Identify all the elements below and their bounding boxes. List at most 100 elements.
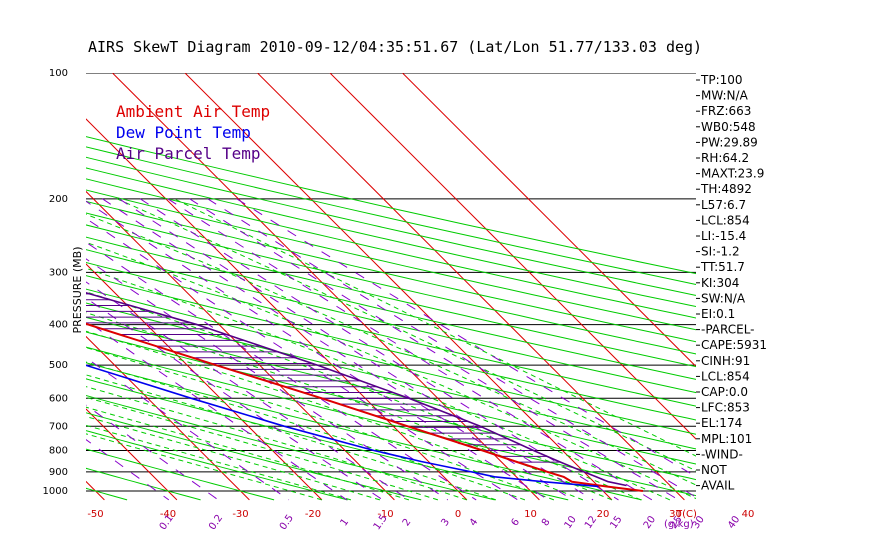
stability-index: L57:6.7 <box>701 198 746 212</box>
dry-adiabats <box>86 136 696 501</box>
mixing-ratio-label: 0.2 <box>207 513 225 532</box>
legend: Ambient Air Temp Dew Point Temp Air Parc… <box>116 102 270 163</box>
moist-adiabat-line <box>116 198 696 472</box>
dry-adiabat-line <box>86 467 201 501</box>
dry-adiabat-line <box>86 331 696 481</box>
mixing-ratio-line <box>86 319 348 501</box>
isotherm-line <box>329 73 696 440</box>
bottom-tick-label: -40 <box>160 509 176 520</box>
dry-adiabat-line <box>86 167 696 308</box>
moist-adiabat-line <box>86 374 497 501</box>
mixing-ratio-line <box>189 198 679 501</box>
isotherm-line <box>86 335 250 501</box>
mixing-ratio-line <box>86 258 449 501</box>
dry-adiabat-line <box>86 189 696 331</box>
isotherm-line <box>402 73 696 368</box>
mixing-ratio-line <box>86 404 219 501</box>
stability-index: EL:174 <box>701 416 742 430</box>
bottom-tick-label: 20 <box>597 509 610 520</box>
legend-air-parcel-temp: Air Parcel Temp <box>116 144 261 163</box>
dry-adiabat-line <box>86 146 696 285</box>
dry-adiabat-line <box>86 136 696 275</box>
dry-adiabat-line <box>86 316 696 465</box>
mixing-ratio-line <box>86 438 170 501</box>
moist-adiabats <box>86 198 696 501</box>
stability-index: LCL:854 <box>701 213 750 227</box>
stability-index: -WIND- <box>701 447 743 461</box>
stability-index: TH:4892 <box>700 182 752 196</box>
stability-index: TT:51.7 <box>700 260 745 274</box>
mixing-ratio-label: 15 <box>608 514 624 531</box>
dry-adiabat-line <box>86 200 696 343</box>
dry-adiabat-line <box>86 249 696 394</box>
dry-adiabat-line <box>86 275 696 421</box>
stability-index: SW:N/A <box>701 291 746 305</box>
dry-adiabat-line <box>86 430 348 501</box>
moist-adiabat-line <box>86 386 468 501</box>
bottom-tick-label: 0 <box>455 509 461 520</box>
dry-adiabat-line <box>86 302 696 450</box>
stability-index: SI:-1.2 <box>701 245 740 259</box>
mixing-ratio-line <box>207 198 696 498</box>
mixing-ratio-lines <box>86 198 696 501</box>
dry-adiabat-line <box>86 224 696 368</box>
isotherm-line <box>86 263 323 501</box>
dry-adiabat-line <box>86 178 696 319</box>
y-tick-label: 300 <box>49 267 68 278</box>
mixing-ratio-label: 40 <box>726 514 742 531</box>
dry-adiabat-line <box>86 412 422 501</box>
dry-adiabat-line <box>86 212 696 355</box>
dry-adiabat-line <box>86 362 642 501</box>
stability-index: MPL:101 <box>701 432 752 446</box>
ambient-air-temp-line <box>86 322 644 492</box>
bottom-tick-label: -30 <box>232 509 248 520</box>
y-tick-label: 1000 <box>43 486 68 497</box>
mixing-ratio-label: 1 <box>339 517 352 529</box>
y-tick-label: 900 <box>49 467 68 478</box>
mixing-ratio-label: 3 <box>439 517 452 529</box>
mixing-ratio-line <box>86 200 549 501</box>
mixing-ratio-label: 8 <box>540 517 553 529</box>
stability-index: PW:29.89 <box>701 135 758 149</box>
mixing-ratio-label: 4 <box>468 517 481 529</box>
plot-area <box>0 73 696 501</box>
y-tick-label: 400 <box>49 320 68 331</box>
stability-index: MW:N/A <box>701 89 749 103</box>
bottom-tick-label: -50 <box>87 509 103 520</box>
mixing-ratio-label: 6 <box>509 517 522 529</box>
profile-series <box>86 291 644 492</box>
y-tick-labels: 100 200 300 400 500 600 700 800 900 1000 <box>43 68 68 497</box>
isotherm-line <box>257 73 685 501</box>
stability-index: WB0:548 <box>701 120 756 134</box>
stability-index: MAXT:23.9 <box>701 167 764 181</box>
mixing-ratio-label: 20 <box>642 514 658 531</box>
dry-adiabat-line <box>86 156 696 296</box>
y-tick-label: 600 <box>49 393 68 404</box>
dry-adiabat-line <box>86 236 696 380</box>
y-tick-label: 700 <box>49 421 68 432</box>
mixing-ratio-line <box>167 198 653 501</box>
moist-adiabat-line <box>174 198 696 457</box>
stability-index: EI:0.1 <box>701 307 735 321</box>
stability-index: CAPE:5931 <box>701 338 767 352</box>
isotherm-line <box>0 73 32 500</box>
bottom-tick-label: 30 <box>669 509 682 520</box>
dry-adiabat-line <box>86 346 696 497</box>
dry-adiabat-line <box>86 448 275 501</box>
stability-index: KI:304 <box>701 276 739 290</box>
dry-adiabat-line <box>86 261 696 407</box>
stability-index: CAP:0.0 <box>701 385 748 399</box>
chart-title: AIRS SkewT Diagram 2010-09-12/04:35:51.6… <box>88 38 702 56</box>
mixing-ratio-line <box>236 198 696 478</box>
y-tick-label: 200 <box>49 194 68 205</box>
mixing-ratio-label: 10 <box>563 514 579 531</box>
bottom-tick-label: -10 <box>377 509 393 520</box>
bottom-tick-label: 10 <box>524 509 537 520</box>
stability-index: RH:64.2 <box>701 151 749 165</box>
bottom-tick-labels: -50 -40 -30 -20 -10 0 10 20 30 40 <box>87 509 754 520</box>
stability-index: LFC:853 <box>701 401 750 415</box>
y-tick-label: 100 <box>49 68 68 79</box>
y-tick-label: 800 <box>49 445 68 456</box>
air-parcel-temp-line <box>86 291 627 487</box>
